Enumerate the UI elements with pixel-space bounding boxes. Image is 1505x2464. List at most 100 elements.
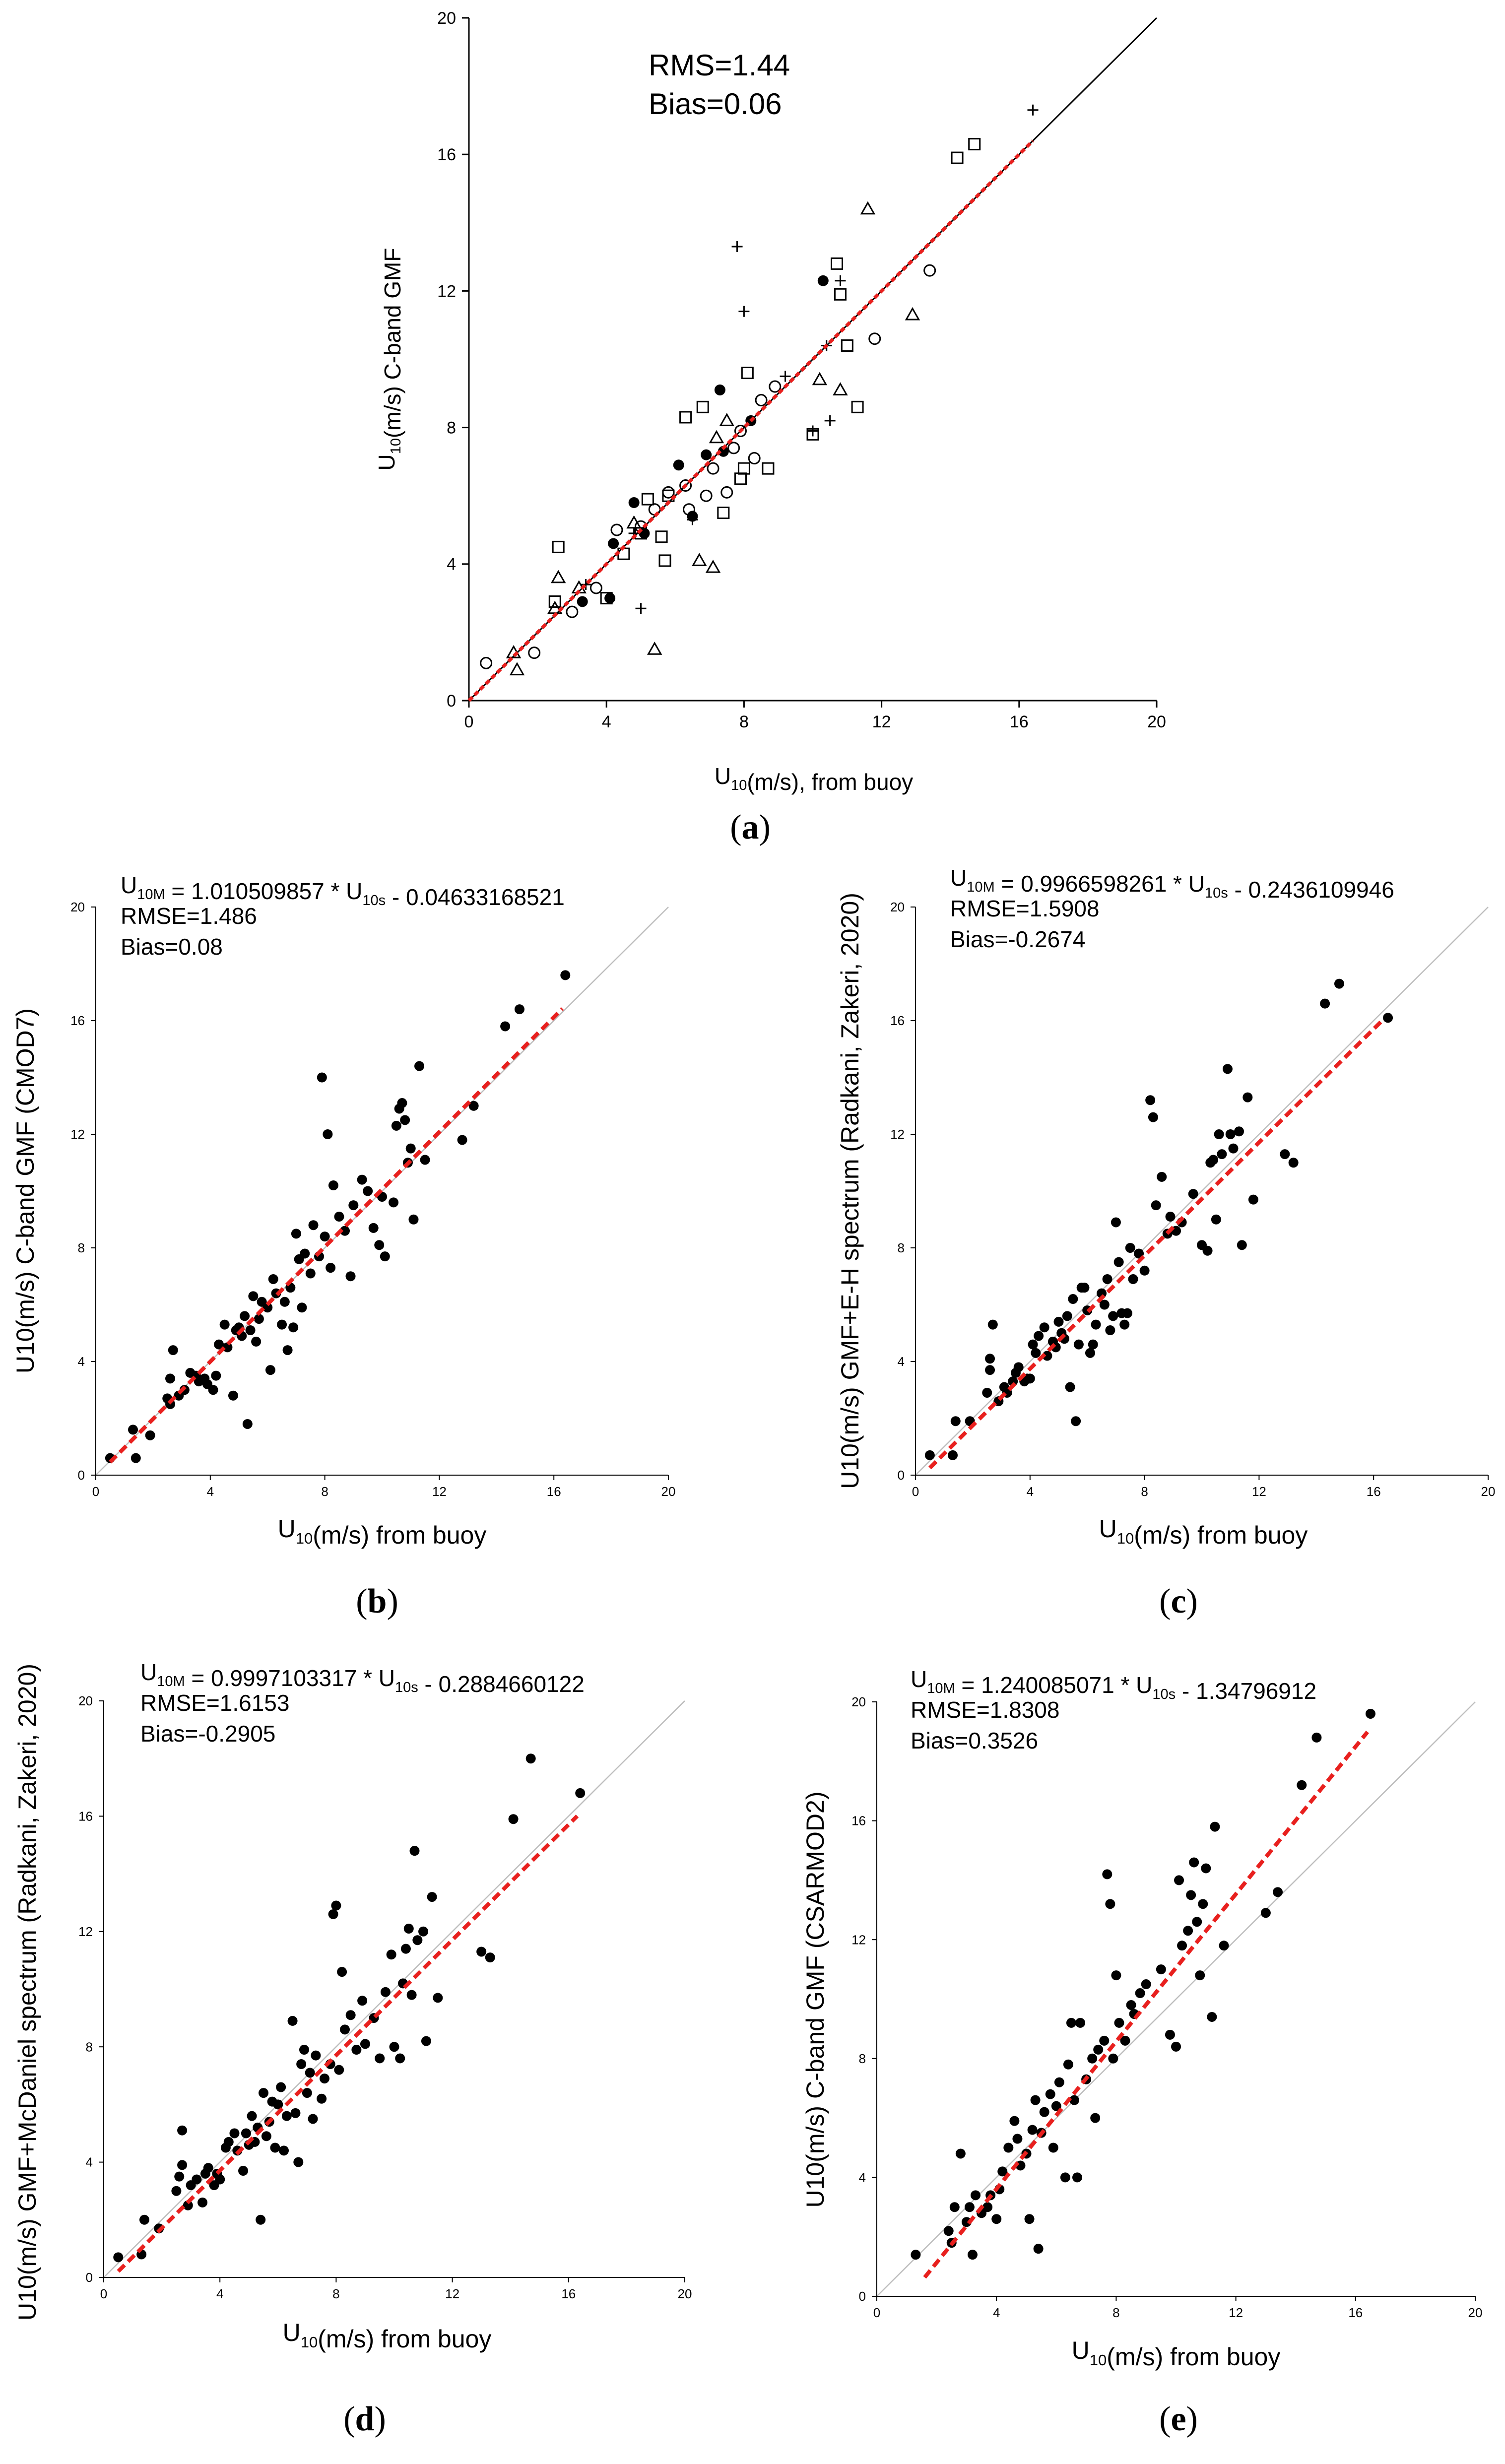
bias-label: Bias=-0.2905	[140, 1721, 275, 1747]
data-point	[709, 430, 724, 444]
text-span: (m/s) from buoy	[1107, 2343, 1280, 2371]
text-span: U	[1099, 1515, 1117, 1543]
data-point	[1192, 1917, 1202, 1927]
data-point	[985, 1365, 995, 1375]
data-point	[302, 2088, 312, 2098]
data-point	[600, 592, 613, 605]
data-point	[1157, 1171, 1167, 1182]
data-point	[950, 1416, 961, 1427]
data-point	[397, 1098, 407, 1108]
data-point	[241, 2128, 251, 2139]
data-point	[363, 1186, 373, 1196]
data-point	[851, 400, 864, 413]
regression-line	[928, 1019, 1384, 1470]
data-point	[214, 1339, 224, 1350]
data-point	[1054, 2077, 1064, 2087]
data-point	[223, 2137, 234, 2147]
y-tick-label: 16	[851, 1814, 866, 1828]
data-point	[203, 2163, 213, 2173]
y-tick-label: 20	[70, 900, 85, 914]
data-point	[673, 459, 684, 471]
data-point	[1201, 1863, 1211, 1874]
caption-letter: d	[355, 2400, 375, 2438]
data-point	[987, 1319, 998, 1330]
data-point	[128, 1425, 138, 1435]
y-axis-label: U10(m/s) C-band GMF (CSARMOD2)	[801, 1792, 829, 2208]
text-span: = 0.9997103317 * U	[185, 1665, 395, 1691]
data-point	[628, 497, 640, 508]
data-point	[1003, 2142, 1014, 2153]
data-point	[375, 2053, 385, 2064]
data-point	[948, 1450, 958, 1460]
data-point	[755, 394, 768, 407]
data-point	[177, 2160, 188, 2170]
data-point	[961, 2217, 972, 2227]
data-point	[262, 1302, 273, 1313]
y-axis-label: U10(m/s) C-band GMF	[374, 248, 405, 471]
data-point	[1177, 1941, 1187, 1951]
data-point	[696, 400, 709, 413]
data-point	[500, 1021, 511, 1032]
rmse-label: RMSE=1.8308	[911, 1697, 1059, 1723]
text-span: - 0.2884660122	[418, 1671, 585, 1697]
text-span: - 0.04633168521	[386, 884, 565, 910]
subscript: 10M	[157, 1674, 185, 1689]
regression-line	[117, 1815, 579, 2273]
rmse-label: RMSE=1.486	[121, 903, 257, 929]
data-point	[457, 1135, 467, 1145]
data-point	[548, 595, 561, 608]
data-point	[1102, 1274, 1112, 1284]
data-point	[1027, 2125, 1038, 2135]
data-point	[1088, 1339, 1098, 1350]
data-point	[1102, 1869, 1112, 1880]
data-point	[718, 446, 729, 457]
panel-caption: (c)	[1159, 1582, 1198, 1621]
data-point	[860, 201, 876, 215]
data-point	[604, 592, 616, 604]
data-point	[131, 1453, 141, 1463]
data-point	[707, 462, 720, 475]
y-tick-label: 12	[437, 282, 456, 301]
text-span: - 0.2436109946	[1228, 877, 1394, 903]
data-point	[1135, 1988, 1145, 1999]
data-point	[1198, 1899, 1208, 1909]
data-point	[308, 2114, 318, 2124]
y-tick-label: 0	[78, 1468, 85, 1483]
data-point	[273, 2099, 283, 2110]
x-tick-label: 0	[873, 2305, 880, 2320]
data-point	[476, 1946, 487, 1957]
x-tick-label: 0	[912, 1484, 919, 1499]
data-point	[1025, 1373, 1035, 1384]
data-point	[1156, 1964, 1166, 1975]
x-axis-label: U10(m/s) from buoy	[278, 1515, 487, 1549]
data-point	[748, 452, 761, 465]
x-tick-label: 4	[216, 2286, 223, 2301]
x-tick-label: 20	[678, 2286, 692, 2301]
data-point	[841, 339, 853, 352]
regression-line	[109, 1007, 564, 1464]
data-point	[560, 970, 571, 980]
data-point	[1151, 1200, 1161, 1211]
y-tick-label: 16	[890, 1013, 905, 1028]
x-tick-label: 8	[321, 1484, 328, 1499]
y-tick-label: 12	[851, 1932, 866, 1947]
data-point	[647, 642, 662, 655]
y-tick-label: 4	[898, 1354, 905, 1369]
data-point	[508, 1814, 519, 1824]
data-point	[1217, 1149, 1227, 1160]
subscript: 10	[1090, 2351, 1107, 2369]
data-point	[968, 138, 981, 151]
data-point	[1208, 1155, 1219, 1165]
data-points	[480, 104, 1039, 676]
x-tick-label: 0	[92, 1484, 99, 1499]
data-point	[1145, 1095, 1156, 1105]
data-point	[380, 1987, 391, 1997]
subscript: 10s	[362, 893, 386, 908]
data-point	[222, 1342, 233, 1353]
x-tick-label: 12	[1229, 2305, 1243, 2320]
subscript: 10M	[967, 879, 994, 895]
data-point	[317, 1072, 327, 1083]
data-point	[1365, 1708, 1375, 1719]
y-tick-label: 0	[447, 692, 456, 711]
